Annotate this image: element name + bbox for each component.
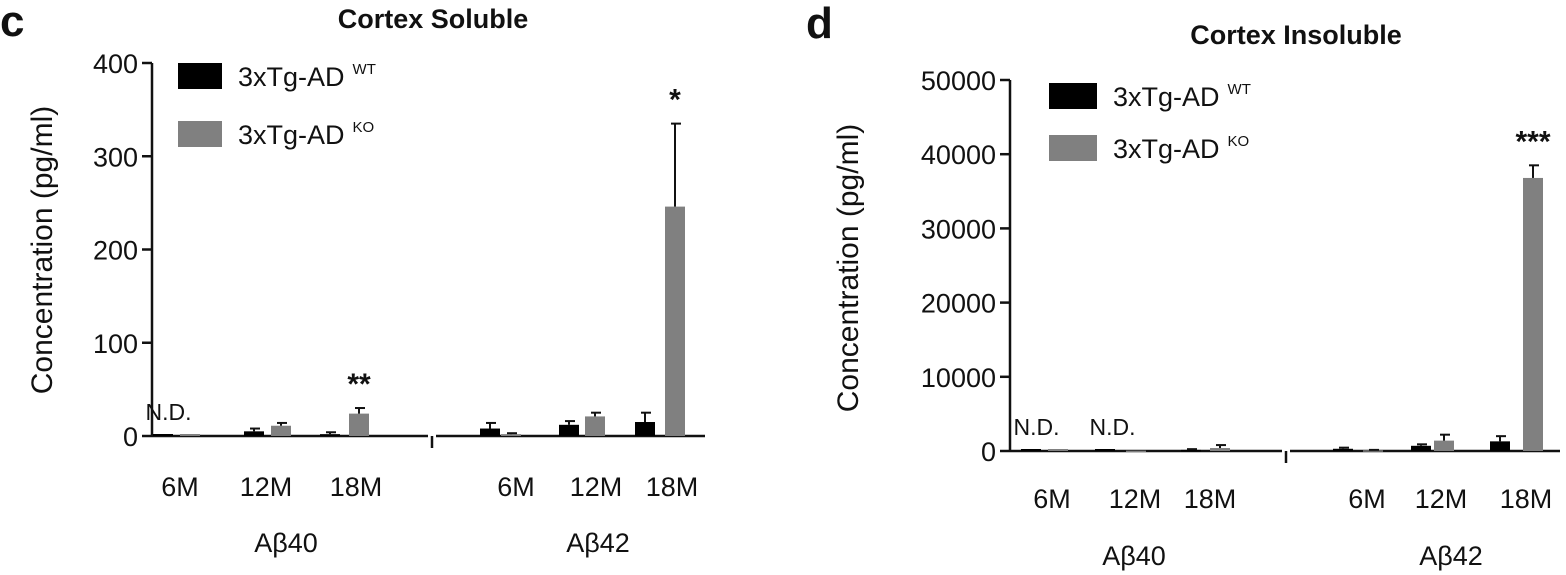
panel-letter: d <box>806 0 833 48</box>
significance-marker: ** <box>347 368 371 401</box>
y-tick-label: 100 <box>93 329 138 359</box>
legend-swatch <box>178 121 222 147</box>
bar <box>559 424 579 436</box>
x-tick-label: 18M <box>646 472 699 502</box>
x-group-label: Aβ40 <box>254 528 318 558</box>
x-tick-label: 18M <box>1184 484 1237 514</box>
legend-label-superscript: KO <box>1228 133 1250 150</box>
chart-panel-c: c Cortex Soluble 0 100 200 300 400 Concentratio… <box>0 0 705 558</box>
y-tick-label: 40000 <box>921 140 996 170</box>
legend-swatch <box>178 63 222 89</box>
x-group-label: Aβ42 <box>1419 541 1483 571</box>
bar <box>665 206 685 436</box>
not-detected-label: N.D. <box>146 399 192 425</box>
y-tick-label: 50000 <box>921 66 996 96</box>
legend-label-base: 3xTg-AD <box>1113 134 1220 164</box>
bar <box>320 434 340 436</box>
y-tick-label: 0 <box>123 422 138 452</box>
bar <box>1210 448 1230 451</box>
legend-label-base: 3xTg-AD <box>1113 82 1220 112</box>
legend-label: 3xTg-AD WT <box>1113 81 1251 112</box>
legend-label: 3xTg-AD KO <box>238 119 374 150</box>
bar <box>349 413 369 436</box>
y-tick-label: 30000 <box>921 214 996 244</box>
legend-label-superscript: WT <box>1228 81 1251 98</box>
x-tick-label: 18M <box>330 472 383 502</box>
legend-label: 3xTg-AD KO <box>1113 133 1249 164</box>
bar <box>1523 177 1543 451</box>
bar <box>1126 450 1146 453</box>
y-axis-label: Concentration (pg/ml) <box>832 124 865 412</box>
x-group-label: Aβ42 <box>566 528 630 558</box>
not-detected-label: N.D. <box>1014 414 1060 440</box>
x-group-label: Aβ40 <box>1102 541 1166 571</box>
y-tick-label: 200 <box>93 236 138 266</box>
bar <box>1333 448 1353 451</box>
x-tick-label: 6M <box>497 472 535 502</box>
bar <box>501 434 521 436</box>
panel-letter: c <box>0 0 24 46</box>
y-tick-label: 400 <box>93 49 138 79</box>
x-tick-label: 12M <box>240 472 293 502</box>
legend-label-superscript: WT <box>353 61 376 78</box>
x-tick-label: 12M <box>1415 484 1468 514</box>
significance-marker: * <box>669 84 681 117</box>
y-tick-label: 10000 <box>921 363 996 393</box>
not-detected-label: N.D. <box>1090 414 1136 440</box>
x-tick-label: 12M <box>570 472 623 502</box>
chart-title: Cortex Soluble <box>338 4 529 34</box>
legend-label-base: 3xTg-AD <box>238 62 345 92</box>
bar <box>1490 441 1510 451</box>
legend-label: 3xTg-AD WT <box>238 61 376 92</box>
legend-label-superscript: KO <box>353 119 375 136</box>
bar <box>635 422 655 436</box>
y-tick-label: 20000 <box>921 289 996 319</box>
legend-swatch <box>1049 83 1097 109</box>
x-tick-label: 12M <box>1109 484 1162 514</box>
x-tick-label: 18M <box>1500 484 1553 514</box>
legend-label-base: 3xTg-AD <box>238 120 345 150</box>
y-tick-label: 0 <box>981 437 996 467</box>
x-tick-label: 6M <box>1033 484 1071 514</box>
bar <box>1411 445 1431 451</box>
bar <box>244 431 264 436</box>
bar <box>1363 450 1383 452</box>
chart-panel-d: d Cortex Insoluble 0 10000 20000 30000 40000 50… <box>806 0 1560 571</box>
bar <box>1434 440 1454 451</box>
chart-title: Cortex Insoluble <box>1190 20 1402 50</box>
bar <box>1181 449 1201 452</box>
significance-marker: *** <box>1515 125 1550 158</box>
legend-swatch <box>1049 135 1097 161</box>
bar <box>480 428 500 436</box>
bar <box>585 416 605 436</box>
x-tick-label: 6M <box>161 472 199 502</box>
y-tick-label: 300 <box>93 142 138 172</box>
x-tick-label: 6M <box>1348 484 1386 514</box>
y-axis-label: Concentration (pg/ml) <box>26 106 59 394</box>
bar <box>271 425 291 436</box>
